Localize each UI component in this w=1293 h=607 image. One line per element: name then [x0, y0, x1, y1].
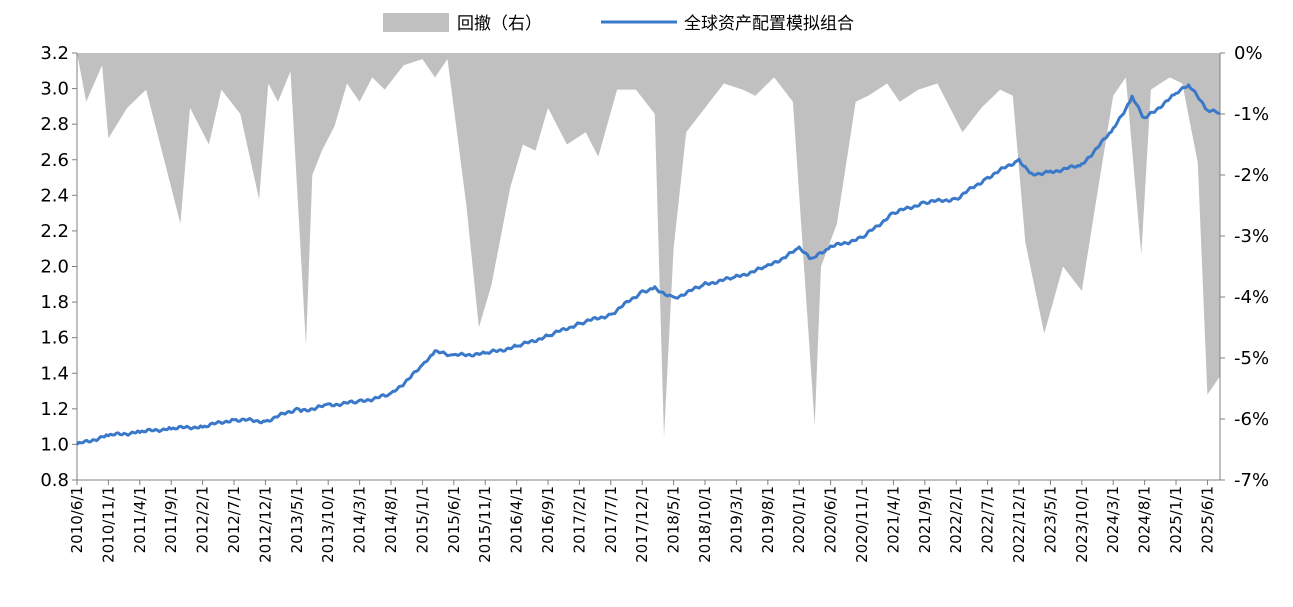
x-axis-tick-labels: 2010/6/1 2010/11/1 2011/4/1 2011/9/1 2012/2/… [68, 480, 1216, 563]
x-tick-label: 2022/2/1 [947, 486, 965, 553]
drawdown-area-layer [77, 53, 1220, 438]
x-tick-label: 2015/6/1 [445, 486, 463, 553]
x-tick-label: 2025/1/1 [1167, 486, 1185, 553]
x-tick-label: 2019/8/1 [759, 486, 777, 553]
left-tick-label: 1.2 [40, 399, 69, 420]
x-tick-label: 2022/12/1 [1010, 486, 1028, 563]
left-tick-label: 1.4 [40, 363, 69, 384]
x-tick-label: 2012/7/1 [225, 486, 243, 553]
x-tick-label: 2012/12/1 [256, 486, 274, 563]
right-tick-label: -4% [1234, 287, 1269, 308]
x-tick-label: 2020/11/1 [853, 486, 871, 563]
legend: 回撤（右） 全球资产配置模拟组合 [383, 13, 854, 34]
left-tick-label: 1.6 [40, 328, 69, 349]
right-tick-label: 0% [1234, 43, 1263, 64]
x-tick-label: 2019/3/1 [727, 486, 745, 553]
x-tick-label: 2014/3/1 [351, 486, 369, 553]
portfolio-line-layer [75, 83, 1221, 446]
x-tick-label: 2010/11/1 [99, 486, 117, 563]
left-tick-label: 1.0 [40, 434, 69, 455]
x-tick-label: 2022/7/1 [979, 486, 997, 553]
x-tick-label: 2017/12/1 [633, 486, 651, 563]
left-tick-label: 2.4 [40, 185, 69, 206]
x-tick-label: 2025/6/1 [1198, 486, 1216, 553]
right-tick-label: -2% [1234, 165, 1269, 186]
x-tick-label: 2013/10/1 [319, 486, 337, 563]
legend-label-drawdown: 回撤（右） [457, 14, 542, 34]
x-tick-label: 2016/9/1 [539, 486, 557, 553]
legend-label-portfolio: 全球资产配置模拟组合 [684, 14, 854, 34]
left-tick-label: 3.0 [40, 79, 69, 100]
left-tick-label: 2.8 [40, 114, 69, 135]
x-tick-label: 2012/2/1 [194, 486, 212, 553]
legend-swatch-drawdown [383, 13, 449, 32]
x-tick-label: 2017/2/1 [570, 486, 588, 553]
left-tick-label: 3.2 [40, 43, 69, 64]
left-tick-label: 2.6 [40, 150, 69, 171]
x-tick-label: 2023/10/1 [1073, 486, 1091, 563]
drawdown-area [77, 53, 1220, 438]
x-tick-label: 2016/4/1 [508, 486, 526, 553]
x-tick-label: 2014/8/1 [382, 486, 400, 553]
left-tick-label: 2.2 [40, 221, 69, 242]
x-tick-label: 2018/10/1 [696, 486, 714, 563]
right-axis-tick-labels: 0% -1% -2% -3% -4% -5% -6% -7% [1220, 43, 1269, 491]
left-axis-tick-labels: 0.8 1.0 1.2 1.4 1.6 1.8 2.0 2.2 2.4 2.6 2.8 3.0 3.2 [40, 43, 77, 491]
x-tick-label: 2023/5/1 [1041, 486, 1059, 553]
x-tick-label: 2011/4/1 [131, 486, 149, 553]
right-tick-label: -1% [1234, 104, 1269, 125]
x-tick-label: 2021/9/1 [916, 486, 934, 553]
right-tick-label: -3% [1234, 226, 1269, 247]
x-tick-label: 2015/11/1 [476, 486, 494, 563]
x-tick-label: 2011/9/1 [162, 486, 180, 553]
left-tick-label: 1.8 [40, 292, 69, 313]
x-tick-label: 2021/4/1 [884, 486, 902, 553]
left-tick-label: 2.0 [40, 257, 69, 278]
right-tick-label: -6% [1234, 409, 1269, 430]
x-tick-label: 2017/7/1 [602, 486, 620, 553]
x-tick-label: 2015/1/1 [413, 486, 431, 553]
x-tick-label: 2024/3/1 [1104, 486, 1122, 553]
x-tick-label: 2018/5/1 [665, 486, 683, 553]
right-tick-label: -7% [1234, 470, 1269, 491]
portfolio-line [75, 83, 1221, 446]
right-tick-label: -5% [1234, 348, 1269, 369]
left-tick-label: 0.8 [40, 470, 69, 491]
x-tick-label: 2020/6/1 [822, 486, 840, 553]
x-tick-label: 2013/5/1 [288, 486, 306, 553]
x-tick-label: 2010/6/1 [68, 486, 86, 553]
x-tick-label: 2024/8/1 [1136, 486, 1154, 553]
x-tick-label: 2020/1/1 [790, 486, 808, 553]
